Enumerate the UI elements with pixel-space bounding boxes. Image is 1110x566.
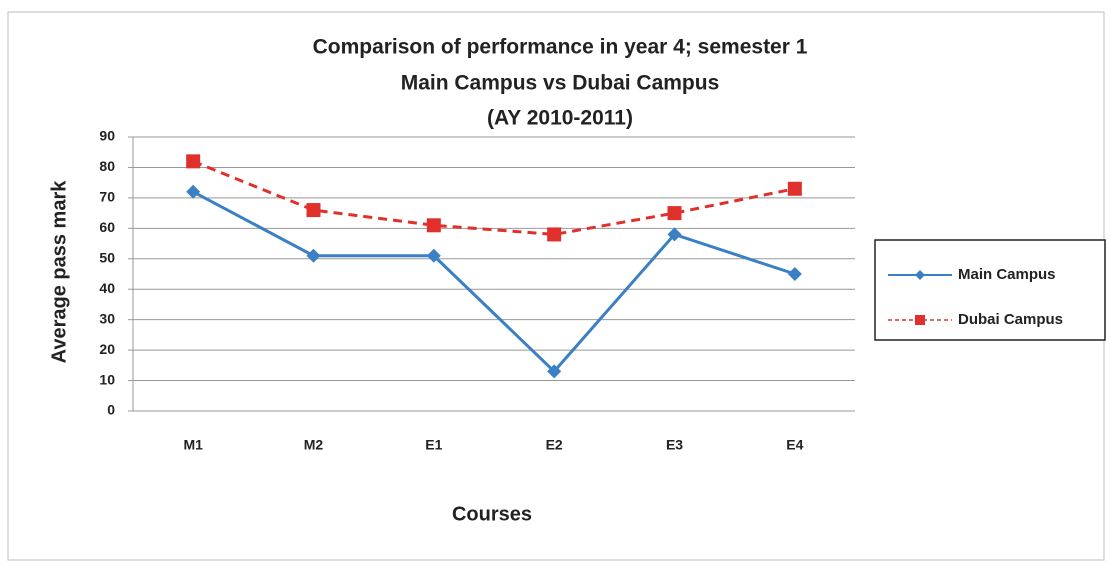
chart-title: (AY 2010-2011) (487, 107, 633, 130)
data-point (186, 154, 201, 169)
y-tick-label: 50 (99, 249, 115, 265)
series-line (192, 159, 796, 236)
legend-label: Dubai Campus (958, 311, 1063, 328)
data-point (547, 364, 562, 379)
y-tick-label: 0 (107, 402, 115, 418)
data-point (667, 227, 682, 242)
x-tick-label: M2 (304, 437, 324, 453)
data-point (306, 203, 321, 218)
y-tick-label: 60 (99, 219, 115, 235)
y-tick-label: 90 (99, 128, 115, 144)
y-axis-label: Average pass mark (48, 180, 70, 364)
legend-marker (915, 315, 925, 325)
data-point (667, 206, 682, 221)
data-point (306, 248, 321, 263)
y-tick-label: 40 (99, 280, 115, 296)
series-line (192, 190, 796, 374)
y-tick-label: 30 (99, 310, 115, 326)
x-tick-label: E2 (546, 437, 563, 453)
y-tick-label: 80 (99, 158, 115, 174)
legend (874, 239, 1106, 341)
x-tick-label: E3 (666, 437, 683, 453)
legend-label: Main Campus (958, 266, 1056, 283)
data-point (186, 184, 201, 199)
chart-title: Main Campus vs Dubai Campus (401, 72, 720, 95)
y-tick-label: 20 (99, 341, 115, 357)
data-point (426, 218, 441, 233)
chart-title: Comparison of performance in year 4; sem… (313, 36, 808, 59)
x-tick-label: M1 (183, 437, 203, 453)
y-tick-label: 10 (99, 371, 115, 387)
x-axis-label: Courses (452, 503, 532, 525)
data-point (787, 181, 802, 196)
data-point (787, 267, 802, 281)
x-tick-label: E1 (425, 437, 442, 453)
data-point (426, 248, 441, 263)
y-tick-label: 70 (99, 189, 115, 205)
x-tick-label: E4 (786, 437, 803, 453)
data-point (547, 227, 562, 242)
legend-marker (915, 270, 925, 280)
